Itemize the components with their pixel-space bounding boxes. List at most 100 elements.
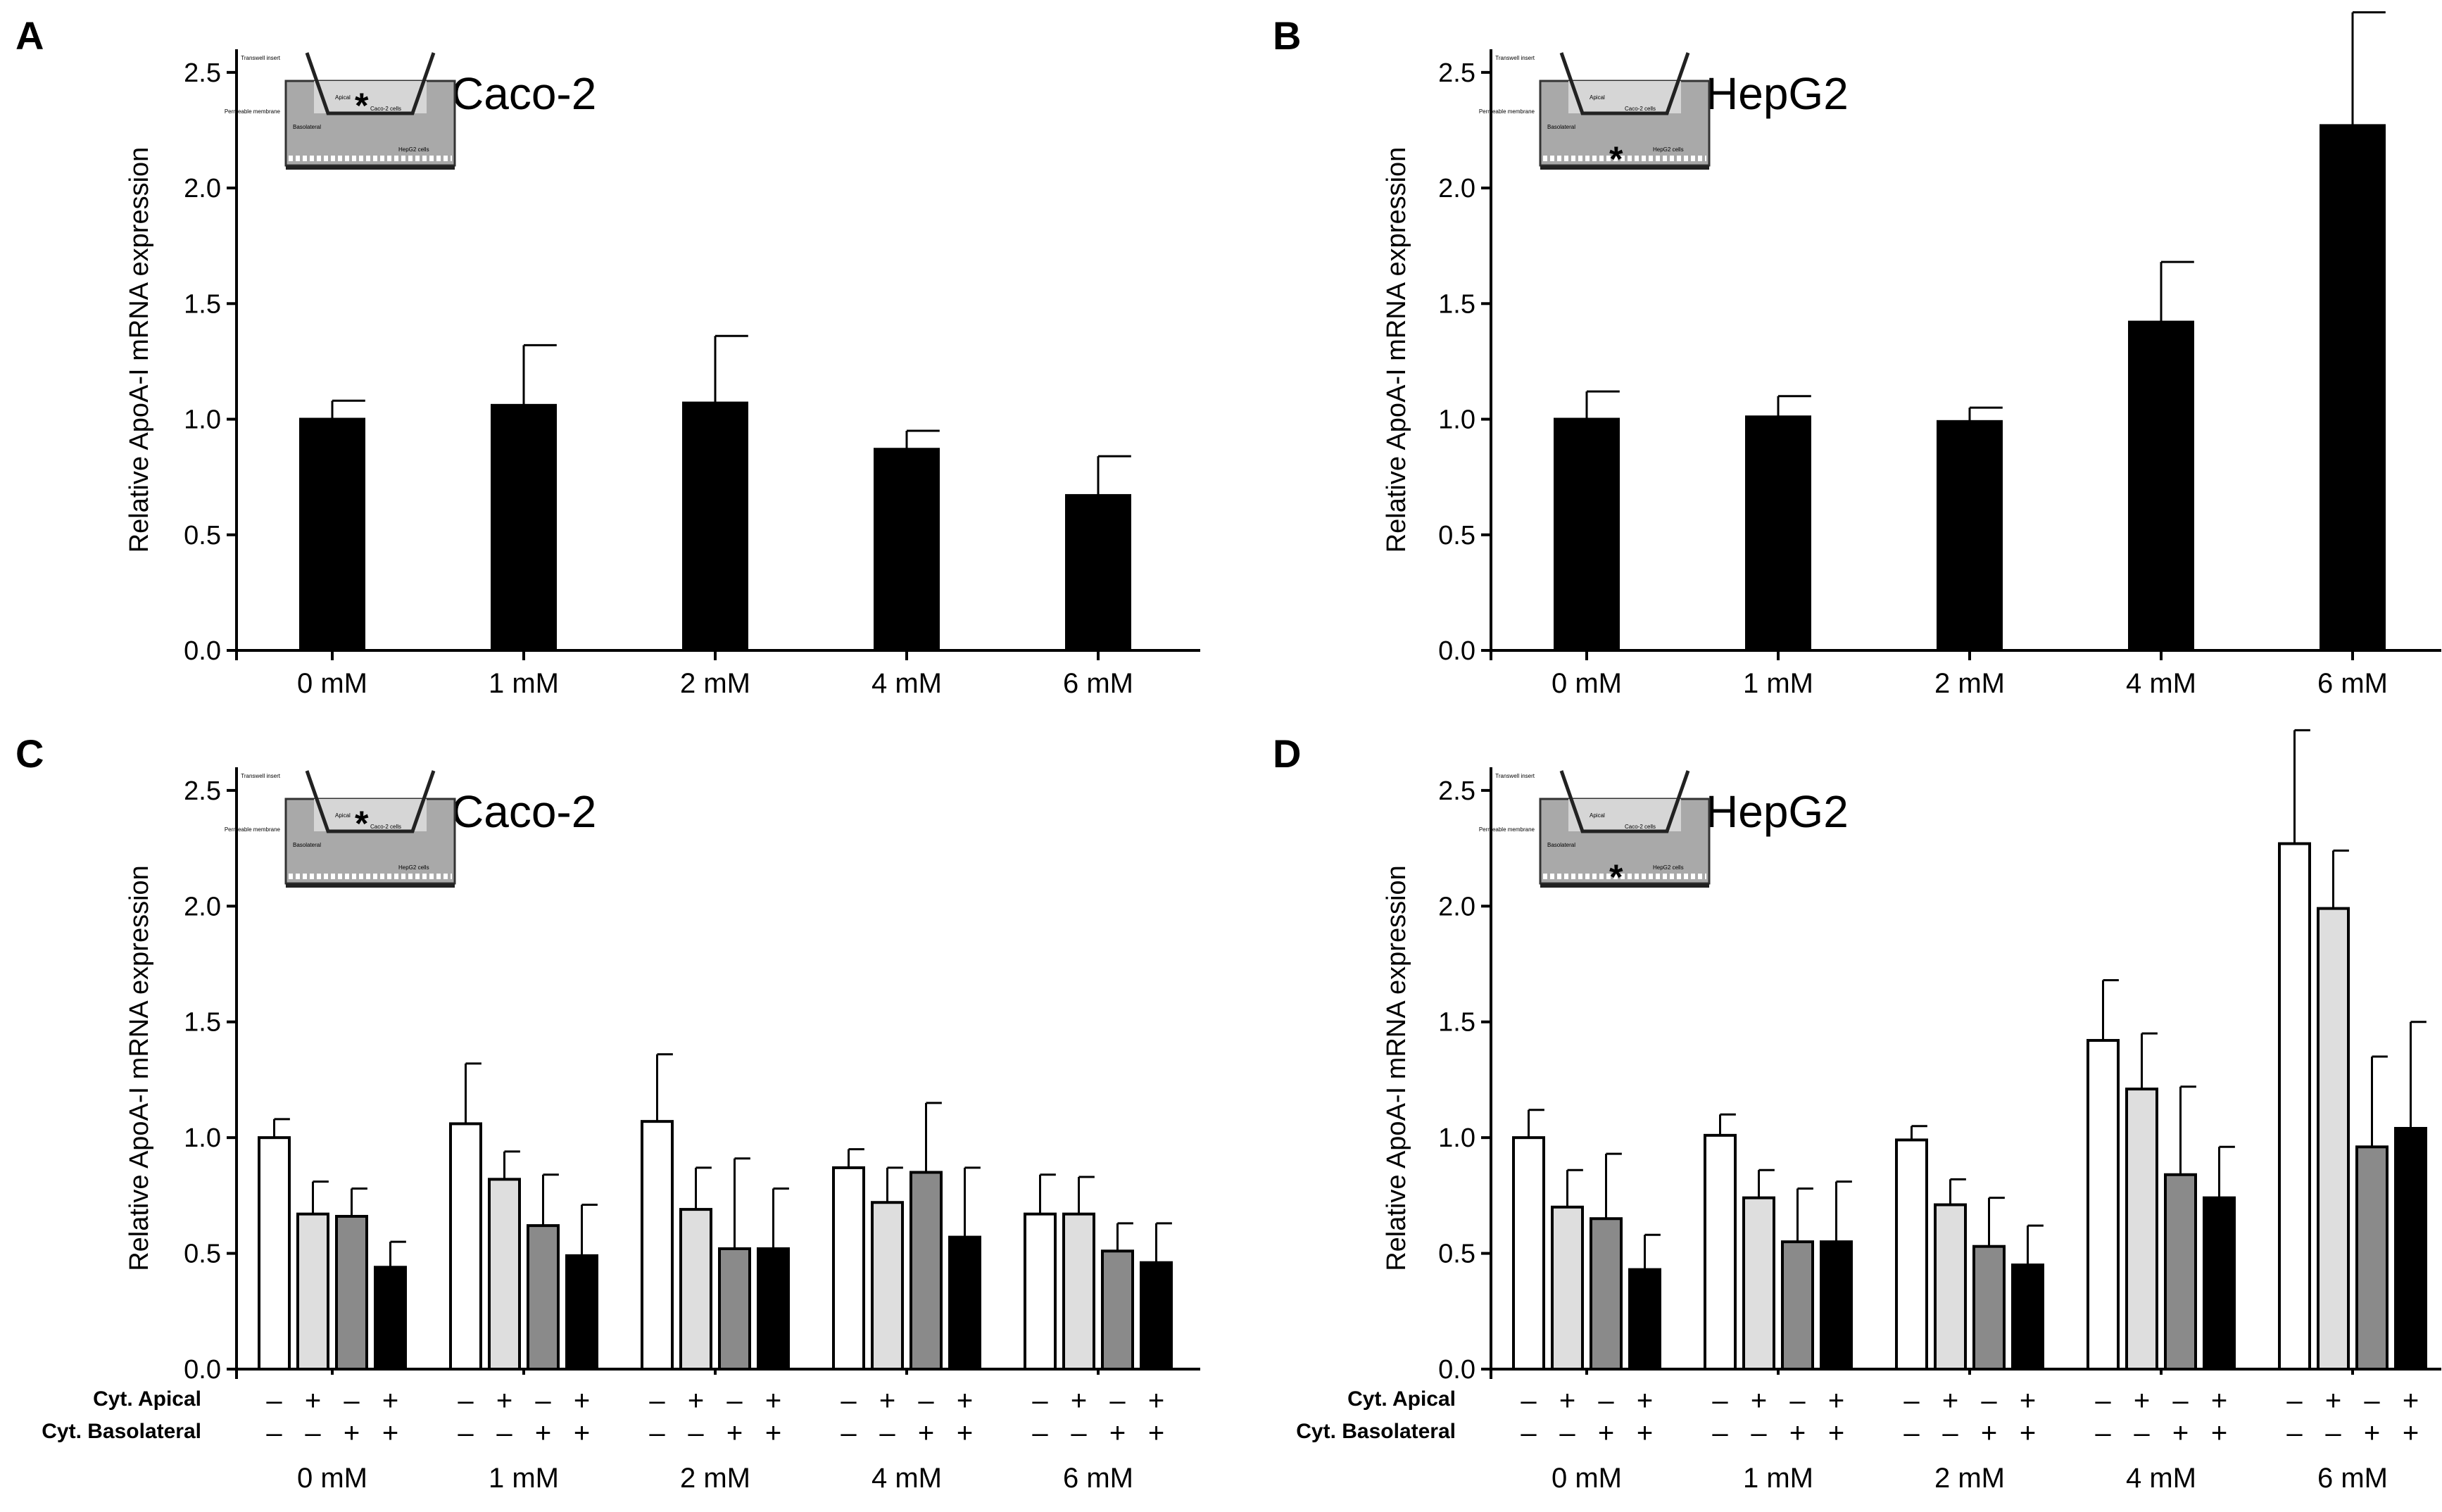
basolateral-sign: + — [1637, 1418, 1653, 1449]
panel-C-cell-label: Caco-2 — [451, 786, 596, 837]
bar — [1101, 1249, 1134, 1371]
apical-sign: – — [918, 1385, 934, 1416]
row-label-apical: Cyt. Apical — [93, 1387, 201, 1411]
basolateral-sign: – — [496, 1418, 512, 1449]
bar — [299, 417, 365, 652]
inset-label-caco: Caco-2 cells — [370, 824, 401, 830]
x-tick-label: 4 mM — [2126, 668, 2196, 699]
bar — [449, 1122, 482, 1371]
panel-B-transwell-inset: Transwell insert Permeable membrane Apical… — [1479, 52, 1711, 179]
x-tick-label: 0 mM — [297, 1463, 367, 1494]
bar — [2203, 1196, 2236, 1371]
x-tick-label: 6 mM — [2317, 1463, 2388, 1494]
basolateral-sign: – — [1712, 1418, 1728, 1449]
panel-B-letter: B — [1273, 13, 1301, 58]
y-tick-label: 1.5 — [184, 289, 221, 319]
bar — [1140, 1261, 1173, 1371]
panel-D-y-axis-title: Relative ApoA-I mRNA expression — [1382, 865, 1411, 1271]
basolateral-sign: + — [1789, 1418, 1806, 1449]
inset-asterisk-marker: * — [1609, 857, 1623, 897]
apical-sign: + — [1942, 1385, 1958, 1416]
bar — [641, 1120, 674, 1371]
panel-D: D HepG2 Relative ApoA-I mRNA expression 0.0… — [1273, 729, 2441, 1494]
bar — [1554, 417, 1620, 652]
inset-label-hepg: HepG2 cells — [398, 146, 429, 153]
apical-sign: – — [726, 1385, 743, 1416]
bar — [679, 1208, 712, 1371]
panel-A: A Caco-2 Relative ApoA-I mRNA expression 0.… — [15, 13, 1200, 699]
bar — [832, 1166, 865, 1371]
y-tick-label: 1.5 — [184, 1008, 221, 1038]
bar — [1972, 1245, 2006, 1371]
basolateral-sign: + — [574, 1418, 590, 1449]
apical-sign: + — [688, 1385, 704, 1416]
bar — [2394, 1127, 2427, 1371]
inset-label-caco: Caco-2 cells — [1625, 824, 1656, 830]
bar — [488, 1178, 521, 1371]
apical-sign: + — [1751, 1385, 1767, 1416]
basolateral-sign: + — [918, 1418, 934, 1449]
bar — [527, 1224, 560, 1371]
apical-sign: – — [458, 1385, 474, 1416]
bar — [1745, 415, 1811, 652]
bar — [1065, 493, 1131, 653]
bar — [1628, 1268, 1661, 1371]
basolateral-sign: – — [1032, 1418, 1048, 1449]
y-tick-label: 2.0 — [1438, 892, 1475, 921]
apical-sign: – — [2095, 1385, 2111, 1416]
basolateral-sign: – — [1071, 1418, 1087, 1449]
panel-B-y-axis-title: Relative ApoA-I mRNA expression — [1382, 147, 1411, 553]
apical-sign: + — [2134, 1385, 2150, 1416]
inset-label-apical: Apical — [1590, 94, 1605, 101]
basolateral-sign: – — [458, 1418, 474, 1449]
apical-sign: + — [2211, 1385, 2227, 1416]
basolateral-sign: – — [2325, 1418, 2341, 1449]
basolateral-sign: + — [1148, 1418, 1164, 1449]
bar — [1551, 1205, 1584, 1371]
panel-C-transwell-inset: Transwell insert Permeable membrane Apical… — [225, 770, 456, 888]
inset-asterisk-marker: * — [355, 804, 369, 843]
inset-label-insert: Transwell insert — [1495, 55, 1535, 61]
bar — [2011, 1264, 2044, 1371]
basolateral-sign: – — [649, 1418, 665, 1449]
x-tick-label: 1 mM — [1743, 668, 1813, 699]
bar — [682, 401, 748, 652]
apical-sign: – — [344, 1385, 360, 1416]
inset-label-hepg: HepG2 cells — [398, 864, 429, 871]
bar — [335, 1214, 368, 1371]
y-tick-label: 0.0 — [1438, 1355, 1475, 1385]
bar — [1895, 1138, 1928, 1371]
bar — [2355, 1145, 2388, 1371]
apical-sign: + — [305, 1385, 321, 1416]
apical-sign: – — [535, 1385, 551, 1416]
apical-sign: + — [2325, 1385, 2341, 1416]
basolateral-sign: + — [2172, 1418, 2189, 1449]
x-tick-label: 6 mM — [1063, 1463, 1133, 1494]
y-tick-label: 1.0 — [184, 405, 221, 435]
bar — [2087, 1039, 2120, 1371]
apical-sign: – — [649, 1385, 665, 1416]
basolateral-sign: + — [1828, 1418, 1844, 1449]
bar — [296, 1212, 329, 1371]
inset-asterisk-marker: * — [1609, 139, 1623, 179]
bar — [565, 1254, 598, 1371]
inset-label-insert: Transwell insert — [241, 55, 280, 61]
bar — [948, 1235, 981, 1371]
x-tick-label: 1 mM — [489, 1463, 559, 1494]
bar — [1820, 1240, 1853, 1371]
x-tick-label: 1 mM — [1743, 1463, 1813, 1494]
inset-label-membrane: Permeable membrane — [1479, 108, 1535, 115]
x-tick-label: 6 mM — [2317, 668, 2388, 699]
apical-sign: + — [957, 1385, 973, 1416]
basolateral-sign: – — [2095, 1418, 2111, 1449]
apical-sign: – — [1109, 1385, 1126, 1416]
inset-label-apical: Apical — [335, 812, 351, 819]
inset-label-basolateral: Basolateral — [1547, 842, 1575, 848]
basolateral-sign: – — [1751, 1418, 1767, 1449]
bar — [718, 1247, 751, 1371]
bar — [874, 448, 940, 652]
bar — [1937, 420, 2003, 652]
panel-B: B HepG2 Relative ApoA-I mRNA expression 0.0… — [1273, 11, 2441, 699]
y-tick-label: 0.0 — [1438, 636, 1475, 666]
apical-sign: + — [2403, 1385, 2419, 1416]
